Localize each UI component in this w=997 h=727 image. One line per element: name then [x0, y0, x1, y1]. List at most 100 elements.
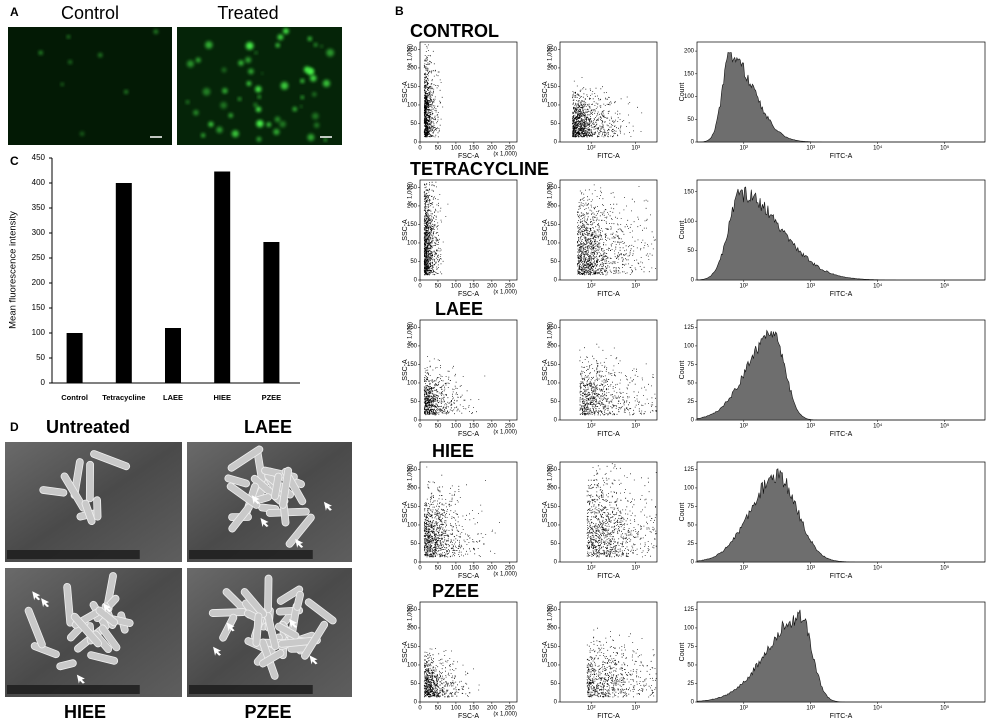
sem-image — [187, 442, 352, 562]
y-tick-label: 400 — [32, 178, 46, 187]
plot-frame — [419, 601, 518, 703]
y-axis-unit: (x 1,000) — [548, 604, 554, 628]
y-tick-label: 50 — [687, 523, 694, 529]
y-tick-label: 0 — [554, 418, 558, 424]
y-tick-label: 50 — [410, 121, 417, 127]
bacterium — [271, 472, 283, 501]
y-tick-label: 100 — [407, 381, 418, 387]
y-tick-label: 350 — [32, 203, 46, 212]
fluorescent-cell — [257, 95, 261, 99]
x-axis-label: FITC-A — [597, 431, 620, 438]
bacterium — [274, 622, 300, 640]
fluorescent-cell — [300, 105, 303, 108]
y-tick-label: 50 — [550, 681, 557, 687]
y-tick-label: 150 — [684, 71, 695, 77]
y-axis-label: SSC-A — [542, 81, 549, 103]
plot-frame — [559, 319, 658, 421]
x-tick-label: 10⁴ — [873, 283, 883, 290]
y-tick-label: 200 — [547, 204, 558, 210]
x-tick-label: 10³ — [806, 424, 815, 430]
x-axis-label: FSC-A — [458, 573, 479, 580]
fluorescent-cell — [323, 138, 327, 142]
y-tick-label: 0 — [554, 278, 558, 284]
fluorescent-cell — [256, 136, 262, 142]
x-tick-label: 10⁴ — [873, 705, 883, 712]
event-cloud — [423, 44, 444, 138]
y-tick-label: 100 — [407, 103, 418, 109]
y-axis-label: SSC-A — [402, 81, 409, 103]
y-tick-label: 75 — [687, 644, 694, 650]
y-tick-label: 0 — [554, 700, 558, 706]
fluorescent-cell — [311, 112, 319, 120]
fluorescent-cell — [186, 60, 195, 68]
y-tick-label: 100 — [684, 94, 695, 100]
fluorescent-cell — [228, 113, 233, 118]
y-tick-label: 0 — [691, 560, 695, 566]
y-tick-label: 150 — [407, 504, 418, 510]
panel-label: A — [10, 5, 19, 19]
y-tick-label: 50 — [410, 399, 417, 405]
y-tick-label: 75 — [687, 504, 694, 510]
y-tick-label: 150 — [407, 644, 418, 650]
y-tick-label: 150 — [547, 222, 558, 228]
fluorescent-cell — [60, 82, 64, 86]
y-tick-label: 250 — [407, 47, 418, 53]
x-tick-label: 50 — [435, 284, 442, 290]
y-tick-label: 150 — [407, 222, 418, 228]
sem-info-bar — [189, 685, 313, 694]
event-cloud — [579, 343, 657, 416]
x-tick-label: 0 — [418, 284, 422, 290]
x-tick-label: 10⁵ — [940, 423, 950, 430]
x-tick-label: 10³ — [631, 146, 640, 152]
y-tick-label: 75 — [687, 362, 694, 368]
x-axis-unit: (x 1,000) — [493, 712, 517, 718]
fluorescent-cell — [201, 133, 206, 138]
y-tick-label: 250 — [32, 253, 46, 262]
y-tick-label: 250 — [407, 185, 418, 191]
bacterium — [81, 499, 96, 526]
x-tick-label: 150 — [469, 566, 480, 572]
fluorescent-cell — [246, 81, 252, 86]
event-cloud — [423, 648, 480, 698]
bacterium — [24, 606, 46, 649]
y-tick-label: 250 — [547, 47, 558, 53]
row-title: HIEE — [432, 441, 474, 461]
fluorescent-cell — [193, 109, 199, 116]
x-tick-label: 10² — [587, 706, 596, 712]
y-tick-label: 50 — [410, 681, 417, 687]
y-tick-label: 100 — [547, 523, 558, 529]
fluorescence-image — [8, 27, 172, 145]
fluorescent-cell — [216, 126, 223, 134]
arrow — [295, 538, 304, 548]
y-tick-label: 100 — [547, 103, 558, 109]
fluorescent-cell — [275, 43, 280, 48]
plot-frame — [559, 179, 658, 281]
y-axis-label: SSC-A — [402, 359, 409, 381]
bar — [66, 333, 83, 383]
y-axis-label: SSC-A — [402, 641, 409, 663]
fluorescent-cell — [205, 41, 213, 49]
fluorescent-cell — [309, 74, 317, 82]
bacterium — [56, 659, 77, 671]
y-tick-label: 150 — [407, 84, 418, 90]
fluorescent-cell — [307, 133, 315, 141]
fluorescent-cell — [320, 44, 323, 48]
x-tick-label: 200 — [487, 706, 498, 712]
bacterium — [279, 466, 293, 509]
y-axis-label: SSC-A — [542, 359, 549, 381]
x-tick-label: 10⁵ — [940, 565, 950, 572]
x-tick-label: 200 — [487, 424, 498, 430]
arrow — [289, 618, 298, 628]
x-tick-label: 100 — [451, 284, 462, 290]
y-tick-label: 150 — [547, 84, 558, 90]
x-tick-label: 150 — [469, 424, 480, 430]
fluorescent-cell — [266, 122, 271, 127]
x-tick-label: 10² — [739, 284, 748, 290]
bacterium — [90, 450, 131, 471]
bacterium — [277, 636, 321, 648]
bar — [165, 328, 181, 383]
x-axis-label: FSC-A — [458, 291, 479, 298]
fluorescent-cell — [322, 79, 331, 88]
y-tick-label: 250 — [547, 325, 558, 331]
bacterium — [252, 612, 263, 647]
